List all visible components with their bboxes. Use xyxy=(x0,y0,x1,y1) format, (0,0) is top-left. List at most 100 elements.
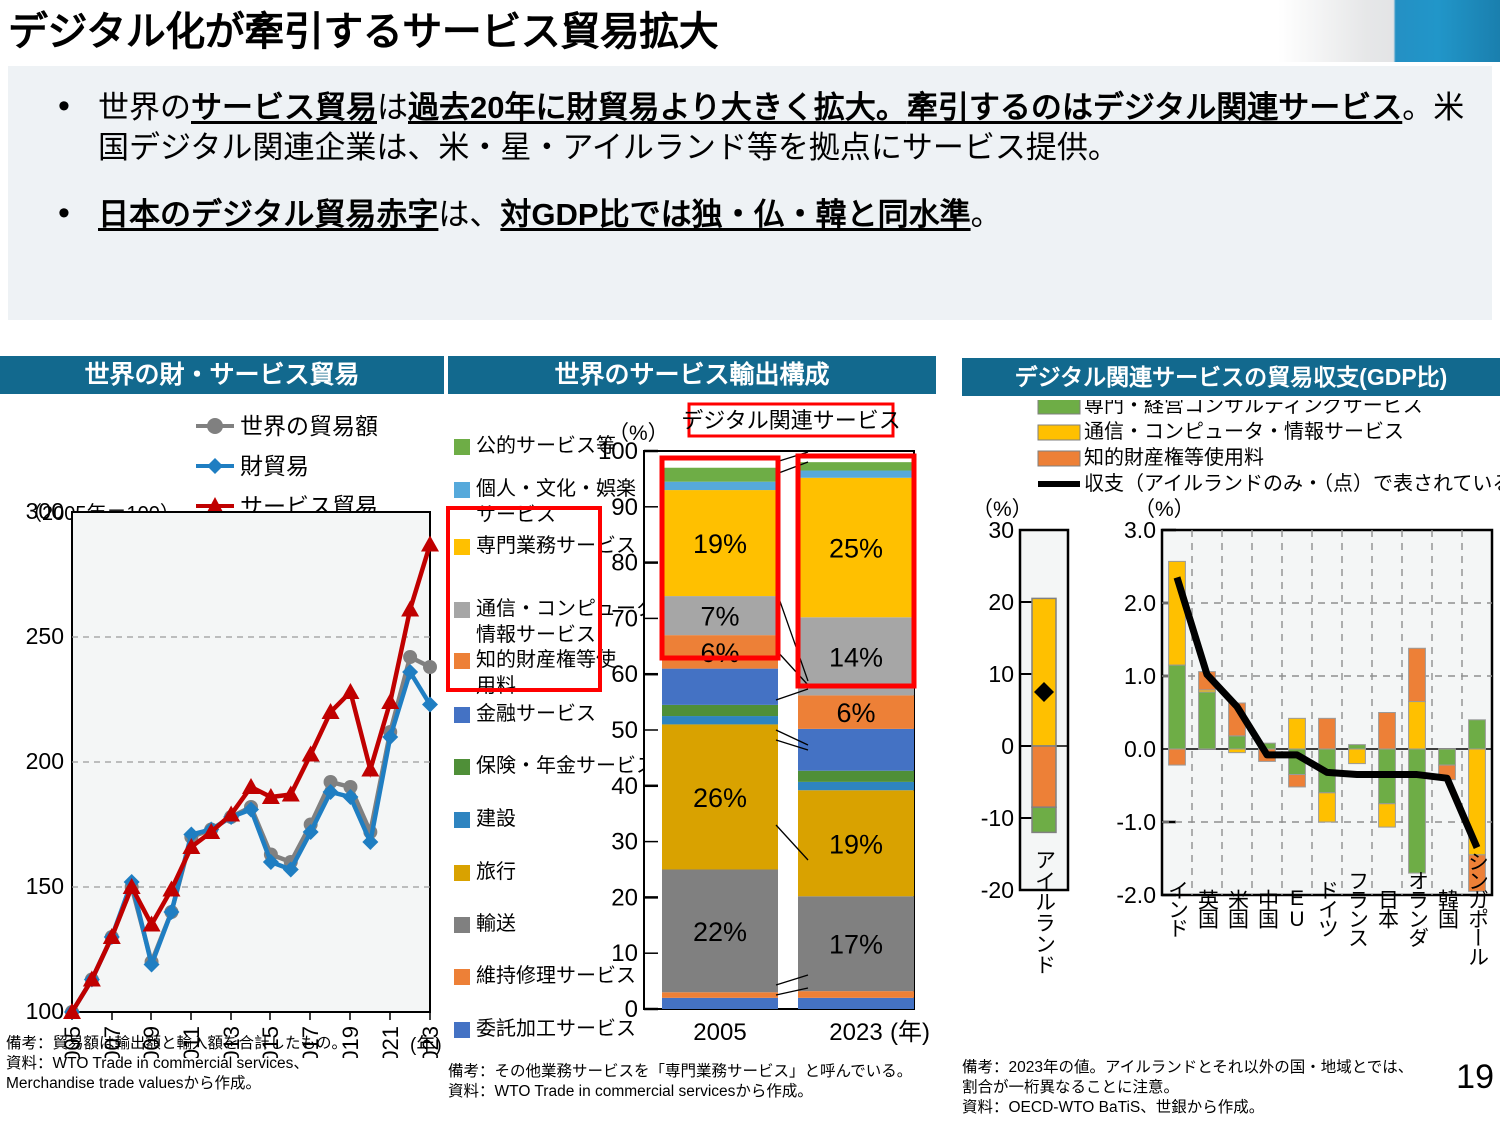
page-number: 19 xyxy=(1456,1058,1494,1096)
bar-xtick-2023: 2023 xyxy=(829,1019,882,1046)
ireland-unit-label: （%） xyxy=(972,498,1033,521)
legend-label-3: 通信・コンピュータ・ xyxy=(476,597,676,620)
bar-seg xyxy=(662,596,778,636)
p3-legend-label-2: 知的財産権等使用料 xyxy=(1084,446,1264,469)
country-label-6: フランス xyxy=(1346,870,1369,947)
bullet-2-seg-2: 対GDP比では独・仏・韓と同水準 xyxy=(500,196,971,232)
panel-2-xlabel: (年) xyxy=(890,1019,930,1046)
svg-text:250: 250 xyxy=(26,623,64,649)
country-bar-seg xyxy=(1318,792,1336,823)
stacked-bar-bars: 22% 26% 6% 7% 19% 17% 19% 6% 14% 25% xyxy=(662,462,914,1009)
p3-legend-swatch-2 xyxy=(1037,450,1081,467)
legend-label-goods: 財貿易 xyxy=(240,453,309,479)
p2-ytick-60: 60 xyxy=(611,661,638,688)
ireland-seg xyxy=(1031,745,1057,808)
balance-polyline xyxy=(1173,576,1481,849)
ireland-seg xyxy=(1031,806,1057,834)
bar-seg xyxy=(662,992,778,998)
legend-swatch-10 xyxy=(454,969,470,985)
legend-swatch-1 xyxy=(454,482,470,498)
legend-highlight-box xyxy=(446,506,602,692)
country-bar-seg xyxy=(1468,854,1486,892)
p3-legend-swatch-0 xyxy=(1037,400,1081,415)
ireland-yticks: -20 -10 0 10 20 30 xyxy=(981,517,1032,903)
bar-value-label: 6% xyxy=(836,698,875,728)
ireland-seg xyxy=(1031,597,1057,747)
bar-seg xyxy=(662,668,778,705)
line-chart-legend: 世界の貿易額 財貿易 サービス貿易 xyxy=(196,413,378,519)
bullet-item-1: 世界のサービス貿易は過去20年に財貿易より大きく拡大。牽引するのはデジタル関連サ… xyxy=(48,84,1492,169)
bar-seg xyxy=(662,481,778,491)
bullet-1-seg-4: 牽引するのはデジタル関連サービス xyxy=(906,90,1403,125)
digital-highlight-2023 xyxy=(795,453,917,689)
bullet-item-2: 日本のデジタル貿易赤字は、対GDP比では独・仏・韓と同水準。 xyxy=(48,191,1492,236)
line-chart-yticks: 100 150 200 250 300 xyxy=(26,498,64,1024)
bar-seg xyxy=(798,462,914,471)
ireland-ytick-10: 10 xyxy=(988,661,1014,687)
bar-seg xyxy=(798,781,914,791)
p3-ytick-2: 0.0 xyxy=(1124,736,1156,762)
stacked-bar-legend: 公的サービス等個人・文化・娯楽サービス専門業務サービス通信・コンピュータ・情報サ… xyxy=(454,434,676,1040)
svg-text:300: 300 xyxy=(26,498,64,524)
legend-swatch-2 xyxy=(454,539,470,555)
legend-label-9: 輸送 xyxy=(476,912,516,935)
bullet-1-seg-0: 世界の xyxy=(98,90,191,125)
bar-seg xyxy=(798,728,914,771)
country-bar-seg xyxy=(1408,701,1426,750)
p3-ytick-0: -2.0 xyxy=(1116,882,1156,908)
ireland-ytick-30: 30 xyxy=(988,517,1014,543)
digital-callout-box xyxy=(687,402,895,438)
balance-chart-svg: 専門・経営コンサルティングサービス通信・コンピュータ・情報サービス知的財産権等使… xyxy=(972,400,1500,975)
percent-unit-label: （%） xyxy=(608,422,669,445)
bar-seg xyxy=(662,467,778,482)
bullet-1-seg-5: 。米国デジタル関連企業は、米・星・アイルランド等を拠点にサービス提供。 xyxy=(98,90,1465,166)
country-bar-seg xyxy=(1198,691,1216,750)
legend-label-0: 公的サービス等 xyxy=(476,434,616,457)
bar-value-label: 17% xyxy=(829,930,883,960)
ireland-ytick--20: -20 xyxy=(981,877,1014,903)
country-bar-seg xyxy=(1468,719,1486,750)
p3-ytick-4: 2.0 xyxy=(1124,590,1156,616)
bar-seg xyxy=(798,470,914,478)
balance-chart-xticks: インド 英国 米国 中国 EU ドイツ フランス 日本 オランダ 韓国 シンガポール xyxy=(1166,851,1489,965)
country-label-0: インド xyxy=(1166,880,1189,937)
country-label-2: 米国 xyxy=(1226,889,1250,929)
bar-value-label: 22% xyxy=(693,917,747,947)
legend-swatch-3 xyxy=(454,602,470,618)
bar-seg xyxy=(662,704,778,717)
country-bar-seg xyxy=(1408,748,1426,874)
bar-seg xyxy=(662,869,778,993)
ireland-bars xyxy=(1020,597,1068,834)
ireland-ytick-20: 20 xyxy=(988,589,1014,615)
stacked-bar-yticks: 0 10 20 30 40 50 60 70 80 90 100 xyxy=(598,438,914,1023)
panel-2-chart: 公的サービス等 個人・文化・娯楽 サービス 専門業務サービス 通信・コンピュータ・ 情報サ… xyxy=(446,400,946,1060)
svg-text:2021: 2021 xyxy=(378,1026,403,1058)
ireland-xtick-label: アイルランド xyxy=(1033,849,1056,975)
page-title: デジタル化が牽引するサービス貿易拡大 xyxy=(8,10,719,54)
country-label-1: 英国 xyxy=(1196,889,1220,929)
legend-swatch-0 xyxy=(454,439,470,455)
country-label-3: 中国 xyxy=(1256,889,1279,929)
digital-callout-label: デジタル関連サービス xyxy=(681,408,901,433)
p3-legend-label-3: 収支（アイルランドのみ・（点）で表されている） xyxy=(1084,472,1500,495)
bullet-1-seg-3: 過去20年に財貿易より大きく拡大。 xyxy=(408,90,907,125)
bar-seg xyxy=(662,716,778,725)
legend-label-world: 世界の貿易額 xyxy=(240,413,378,439)
country-label-7: 日本 xyxy=(1376,889,1400,929)
panel-1-note: 備考：貿易額は輸出額と輸入額を合計したもの。 資料：WTO Trade in c… xyxy=(6,1035,348,1093)
svg-text:100: 100 xyxy=(26,998,64,1024)
bar-seg xyxy=(662,997,778,1009)
bar-value-label: 26% xyxy=(693,783,747,813)
p2-ytick-90: 90 xyxy=(611,494,638,521)
country-label-9: 韓国 xyxy=(1436,889,1460,929)
p2-ytick-80: 80 xyxy=(611,550,638,577)
panel-2-note: 備考：その他業務サービスを「専門業務サービス」と呼んでいる。 資料：WTO Tr… xyxy=(448,1063,913,1101)
country-bar-seg xyxy=(1168,560,1186,666)
p3-legend-swatch-1 xyxy=(1037,424,1081,441)
p2-ytick-20: 20 xyxy=(611,884,638,911)
svg-text:2019: 2019 xyxy=(338,1026,363,1058)
p3-legend-label-1: 通信・コンピュータ・情報サービス xyxy=(1084,420,1404,443)
svg-text:2015: 2015 xyxy=(258,1026,283,1058)
bar-value-label: 14% xyxy=(829,642,883,672)
header-accent-bar xyxy=(1278,0,1500,62)
